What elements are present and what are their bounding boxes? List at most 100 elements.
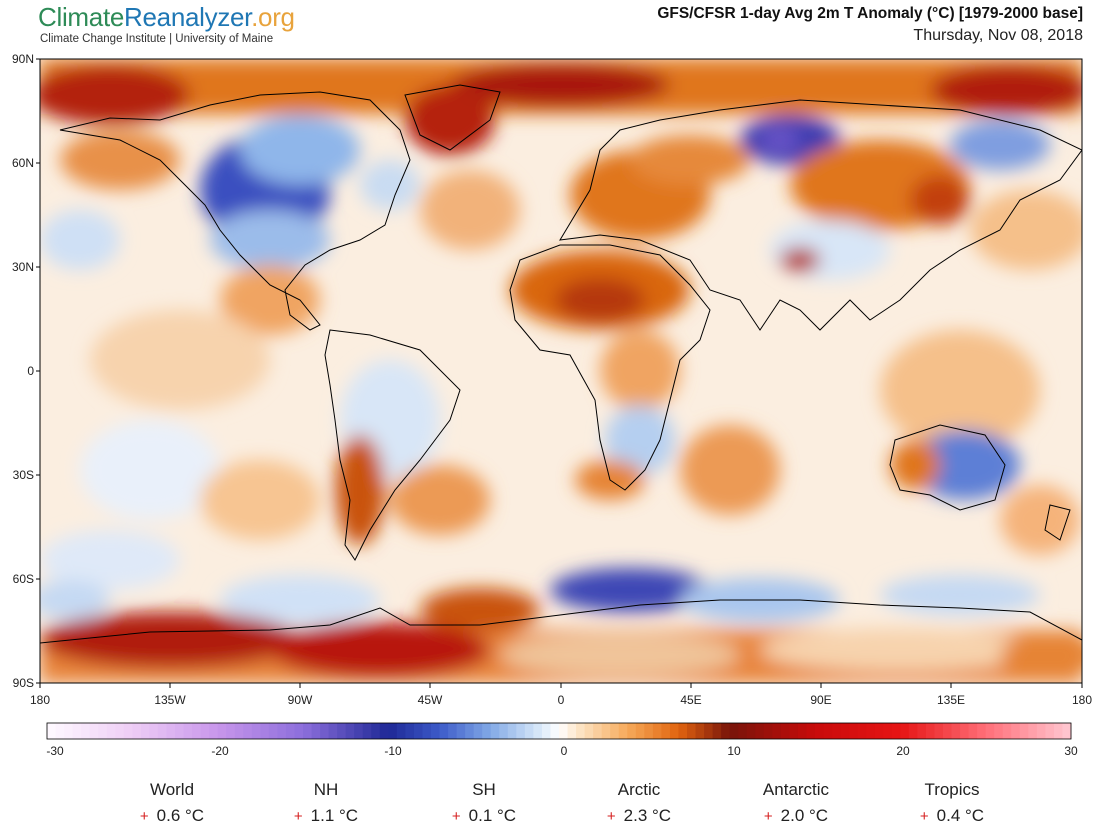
- colorbar-cell: [311, 723, 321, 739]
- colorbar-cell: [627, 723, 637, 739]
- colorbar-cell: [243, 723, 253, 739]
- colorbar-cell: [1028, 723, 1038, 739]
- colorbar-cell: [652, 723, 662, 739]
- map-date: Thursday, Nov 08, 2018: [913, 27, 1083, 44]
- colorbar-cell: [345, 723, 355, 739]
- colorbar-cell: [294, 723, 304, 739]
- colorbar-cell: [115, 723, 125, 739]
- colorbar-cell: [763, 723, 773, 739]
- colorbar-cell: [72, 723, 82, 739]
- colorbar-cell: [183, 723, 193, 739]
- colorbar-cell: [661, 723, 671, 739]
- colorbar-cell: [823, 723, 833, 739]
- colorbar-cell: [413, 723, 423, 739]
- colorbar-cell: [157, 723, 167, 739]
- colorbar-cell: [132, 723, 142, 739]
- colorbar-cell: [405, 723, 415, 739]
- colorbar-cell: [379, 723, 389, 739]
- colorbar-cell: [601, 723, 611, 739]
- lat-label-0: 0: [27, 364, 34, 378]
- colorbar-cell: [550, 723, 560, 739]
- colorbar-cell: [175, 723, 185, 739]
- colorbar-cell: [140, 723, 150, 739]
- colorbar-cell: [465, 723, 475, 739]
- colorbar-cell: [541, 723, 551, 739]
- colorbar-cell: [994, 723, 1004, 739]
- colorbar-cell: [746, 723, 756, 739]
- lat-label-30s: 30S: [12, 468, 34, 482]
- plus-icon: +: [139, 808, 149, 825]
- colorbar-cell: [277, 723, 287, 739]
- colorbar-cell: [55, 723, 65, 739]
- stat-arctic-value: 2.3 °C: [623, 806, 672, 825]
- colorbar-cell: [593, 723, 603, 739]
- colorbar-cell: [371, 723, 381, 739]
- plus-icon: +: [763, 808, 773, 825]
- colorbar-cell: [439, 723, 449, 739]
- colorbar-tick-minus20: -20: [211, 744, 229, 758]
- colorbar-cell: [1002, 723, 1012, 739]
- colorbar-cell: [431, 723, 441, 739]
- colorbar-cell: [840, 723, 850, 739]
- stat-tropics: Tropics +0.4 °C: [882, 780, 1022, 826]
- site-logo[interactable]: ClimateReanalyzer.org: [38, 2, 295, 33]
- colorbar-cell: [226, 723, 236, 739]
- plus-icon: +: [293, 808, 303, 825]
- colorbar-cell: [260, 723, 270, 739]
- coastlines: [40, 84, 1082, 644]
- map-title: GFS/CFSR 1-day Avg 2m T Anomaly (°C) [19…: [657, 5, 1083, 22]
- colorbar-cell: [738, 723, 748, 739]
- colorbar-cell: [507, 723, 517, 739]
- stat-tropics-label: Tropics: [924, 780, 980, 799]
- lat-label-90s: 90S: [12, 676, 34, 690]
- plus-icon: +: [606, 808, 616, 825]
- colorbar-cell: [64, 723, 74, 739]
- colorbar-cell: [1045, 723, 1055, 739]
- lon-label-135e: 135E: [936, 693, 966, 707]
- colorbar-cell: [943, 723, 953, 739]
- stat-nh-label: NH: [313, 780, 339, 799]
- colorbar-cell: [192, 723, 202, 739]
- colorbar-cell: [721, 723, 731, 739]
- colorbar-cell: [1062, 723, 1072, 739]
- colorbar-cell: [303, 723, 313, 739]
- colorbar-cell: [473, 723, 483, 739]
- colorbar-cell: [490, 723, 500, 739]
- colorbar-cell: [960, 723, 970, 739]
- colorbar-cell: [89, 723, 99, 739]
- stat-world-value: 0.6 °C: [156, 806, 205, 825]
- colorbar-cell: [533, 723, 543, 739]
- colorbar-cell: [644, 723, 654, 739]
- stat-sh-value: 0.1 °C: [468, 806, 517, 825]
- colorbar-cell: [934, 723, 944, 739]
- colorbar-cell: [166, 723, 176, 739]
- colorbar-cell: [320, 723, 330, 739]
- colorbar-cell: [567, 723, 577, 739]
- stat-tropics-value: 0.4 °C: [936, 806, 985, 825]
- lon-label-0: 0: [557, 693, 565, 707]
- colorbar-cell: [516, 723, 526, 739]
- stat-sh-label: SH: [472, 780, 496, 799]
- colorbar-cell: [729, 723, 739, 739]
- colorbar-cell: [209, 723, 219, 739]
- colorbar-cell: [977, 723, 987, 739]
- colorbar-cell: [815, 723, 825, 739]
- colorbar-tick-minus10: -10: [384, 744, 402, 758]
- colorbar-cell: [328, 723, 338, 739]
- stat-world: World +0.6 °C: [102, 780, 242, 826]
- colorbar-cell: [354, 723, 364, 739]
- colorbar-cell: [832, 723, 842, 739]
- colorbar-cell: [772, 723, 782, 739]
- stat-nh-value: 1.1 °C: [310, 806, 359, 825]
- colorbar-cell: [925, 723, 935, 739]
- colorbar-cell: [908, 723, 918, 739]
- plus-icon: +: [919, 808, 929, 825]
- colorbar-cell: [985, 723, 995, 739]
- colorbar-cell: [448, 723, 458, 739]
- lat-label-60s: 60S: [12, 572, 34, 586]
- colorbar-tick-minus30: -30: [46, 744, 64, 758]
- logo-part-reanalyzer: Reanalyzer: [124, 2, 252, 32]
- colorbar-tick-20: 20: [896, 744, 910, 758]
- colorbar-cell: [200, 723, 210, 739]
